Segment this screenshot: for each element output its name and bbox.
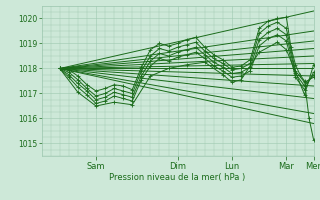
X-axis label: Pression niveau de la mer( hPa ): Pression niveau de la mer( hPa ) xyxy=(109,173,246,182)
